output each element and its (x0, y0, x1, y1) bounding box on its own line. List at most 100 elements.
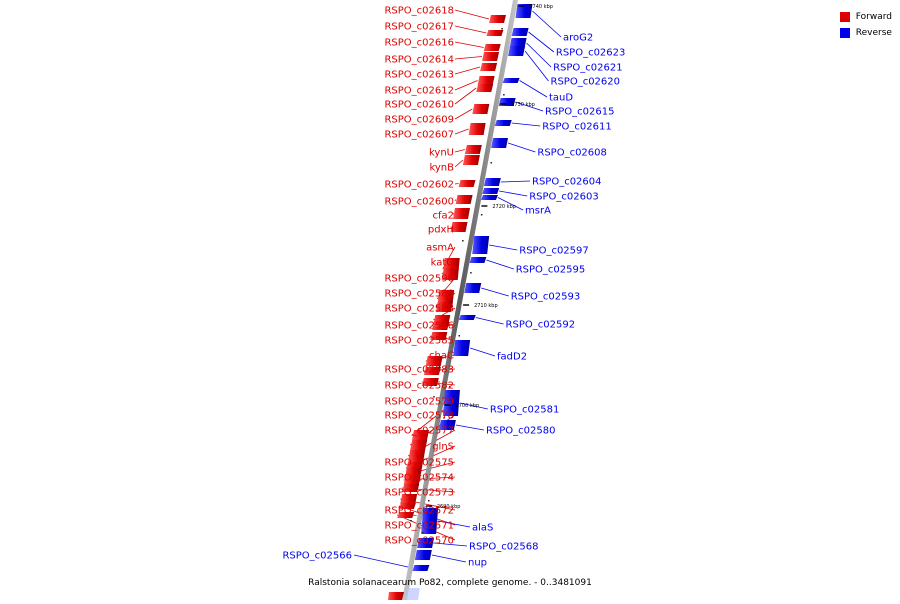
forward-gene-block-RSPO_c02571[interactable] (398, 503, 416, 509)
reverse-gene-label-RSPO_c02581[interactable]: RSPO_c02581 (490, 405, 560, 416)
forward-gene-block-RSPO_c02612[interactable] (477, 76, 495, 85)
forward-gene-label-RSPO_c02607[interactable]: RSPO_c02607 (384, 130, 454, 141)
reverse-gene-label-tauD[interactable]: tauD (549, 93, 573, 104)
reverse-gene-block-RSPO_c02593[interactable] (464, 283, 482, 293)
forward-gene-block-RSPO_c02600[interactable] (455, 195, 473, 204)
forward-gene-label-RSPO_c02590[interactable]: RSPO_c02590 (384, 274, 454, 285)
forward-gene-label-RSPO_c02613[interactable]: RSPO_c02613 (384, 70, 454, 81)
forward-gene-label-RSPO_c02578[interactable]: RSPO_c02578 (384, 411, 454, 422)
forward-gene-label-RSPO_c02570[interactable]: RSPO_c02570 (384, 536, 454, 547)
forward-gene-label-RSPO_c02575[interactable]: RSPO_c02575 (384, 458, 454, 469)
forward-gene-block-RSPO_c02610[interactable] (476, 84, 494, 92)
forward-gene-block-chaC[interactable] (425, 356, 443, 366)
forward-gene-block-RSPO_c02574[interactable] (403, 475, 421, 485)
reverse-gene-block-RSPO_c02604[interactable] (483, 178, 501, 186)
reverse-gene-label-RSPO_c02623[interactable]: RSPO_c02623 (556, 48, 626, 59)
forward-gene-block-RSPO_c02582[interactable] (421, 378, 439, 386)
forward-gene-block-RSPO_c02616[interactable] (483, 44, 501, 51)
reverse-gene-block-tauD[interactable] (502, 78, 520, 83)
forward-gene-label-RSPO_c02572[interactable]: RSPO_c02572 (384, 506, 454, 517)
reverse-gene-block-RSPO_c02611[interactable] (494, 120, 512, 126)
reverse-gene-label-RSPO_c02566[interactable]: RSPO_c02566 (282, 551, 352, 562)
forward-gene-label-RSPO_c02614[interactable]: RSPO_c02614 (384, 55, 454, 66)
forward-gene-label-RSPO_c02586[interactable]: RSPO_c02586 (384, 321, 454, 332)
forward-gene-block-kynB[interactable] (462, 155, 480, 165)
reverse-gene-label-msrA[interactable]: msrA (525, 206, 551, 217)
reverse-gene-label-RSPO_c02580[interactable]: RSPO_c02580 (486, 426, 556, 437)
reverse-gene-block-alaS[interactable] (421, 508, 439, 534)
forward-gene-label-RSPO_c02616[interactable]: RSPO_c02616 (384, 38, 454, 49)
forward-gene-block-RSPO_c02585[interactable] (430, 332, 448, 340)
forward-gene-label-RSPO_c02588[interactable]: RSPO_c02588 (384, 304, 454, 315)
forward-gene-block-cfa2[interactable] (453, 208, 471, 219)
reverse-gene-label-RSPO_c02604[interactable]: RSPO_c02604 (532, 177, 602, 188)
reverse-gene-label-RSPO_c02621[interactable]: RSPO_c02621 (553, 63, 623, 74)
forward-gene-block-RSPO_c02613[interactable] (480, 63, 498, 71)
reverse-gene-block-RSPO_c02595[interactable] (469, 257, 487, 263)
reverse-gene-block-msrA[interactable] (480, 195, 498, 200)
forward-gene-label-glnS[interactable]: glnS (432, 442, 454, 453)
forward-gene-label-kynB[interactable]: kynB (429, 163, 454, 174)
forward-gene-label-kynU[interactable]: kynU (429, 148, 454, 159)
forward-gene-label-RSPO_c02610[interactable]: RSPO_c02610 (384, 100, 454, 111)
forward-gene-label-chaC[interactable]: chaC (429, 351, 454, 362)
reverse-gene-label-alaS[interactable]: alaS (472, 523, 493, 534)
forward-gene-block-RSPO_c02609[interactable] (472, 104, 490, 114)
forward-gene-label-RSPO_c02617[interactable]: RSPO_c02617 (384, 22, 454, 33)
reverse-gene-label-fadD2[interactable]: fadD2 (497, 352, 527, 363)
reverse-gene-block-RSPO_c02581[interactable] (442, 390, 460, 416)
forward-gene-label-RSPO_c02579[interactable]: RSPO_c02579 (384, 397, 454, 408)
forward-gene-block-RSPO_c02589[interactable] (435, 302, 453, 312)
reverse-gene-block-RSPO_c02592[interactable] (458, 315, 476, 320)
reverse-gene-block-fadD2[interactable] (453, 340, 471, 356)
forward-gene-block-RSPO_c02579[interactable] (412, 430, 430, 440)
forward-gene-label-RSPO_c02609[interactable]: RSPO_c02609 (384, 115, 454, 126)
forward-gene-label-RSPO_c02612[interactable]: RSPO_c02612 (384, 86, 454, 97)
forward-gene-block-RSPO_c02573[interactable] (402, 484, 420, 492)
reverse-gene-label-RSPO_c02611[interactable]: RSPO_c02611 (542, 122, 612, 133)
forward-gene-block-kynU[interactable] (464, 145, 482, 154)
reverse-gene-label-RSPO_c02608[interactable]: RSPO_c02608 (537, 148, 607, 159)
reverse-gene-block-RSPO_c02568[interactable] (417, 538, 435, 548)
forward-gene-block-pdxH[interactable] (450, 222, 468, 232)
forward-gene-block-katG[interactable] (441, 268, 459, 280)
forward-gene-block-RSPO_c02578[interactable] (410, 440, 428, 450)
forward-gene-label-RSPO_c02571[interactable]: RSPO_c02571 (384, 521, 454, 532)
reverse-gene-label-RSPO_c02620[interactable]: RSPO_c02620 (551, 77, 621, 88)
reverse-gene-block-RSPO_c02566[interactable] (412, 565, 430, 571)
forward-gene-block-RSPO_c02586[interactable] (432, 322, 450, 330)
forward-gene-block-RSPO_c02570[interactable] (397, 512, 415, 518)
reverse-gene-block-RSPO_c02597[interactable] (472, 236, 490, 254)
reverse-gene-label-RSPO_c02568[interactable]: RSPO_c02568 (469, 542, 539, 553)
forward-gene-block-RSPO_c02617[interactable] (486, 30, 504, 36)
forward-gene-label-RSPO_c02583[interactable]: RSPO_c02583 (384, 365, 454, 376)
forward-gene-label-RSPO_c02573[interactable]: RSPO_c02573 (384, 488, 454, 499)
reverse-gene-block-RSPO_c02580[interactable] (438, 420, 456, 430)
forward-gene-label-cfa2[interactable]: cfa2 (432, 211, 454, 222)
reverse-gene-label-RSPO_c02592[interactable]: RSPO_c02592 (506, 320, 576, 331)
forward-gene-block-RSPO_c02618[interactable] (488, 15, 506, 23)
forward-gene-label-asmA[interactable]: asmA (426, 243, 454, 254)
forward-gene-block-RSPO_c02572[interactable] (400, 494, 418, 504)
forward-gene-label-RSPO_c02600[interactable]: RSPO_c02600 (384, 197, 454, 208)
reverse-gene-block-RSPO_c02620[interactable] (508, 46, 526, 56)
reverse-gene-block-aroG2[interactable] (515, 4, 533, 18)
reverse-gene-block-RSPO_c02621[interactable] (509, 38, 527, 48)
reverse-gene-label-RSPO_c02597[interactable]: RSPO_c02597 (519, 246, 589, 257)
reverse-gene-block-RSPO_c02603[interactable] (482, 188, 500, 194)
reverse-gene-label-RSPO_c02595[interactable]: RSPO_c02595 (516, 265, 586, 276)
reverse-gene-label-RSPO_c02615[interactable]: RSPO_c02615 (545, 107, 615, 118)
reverse-gene-label-RSPO_c02593[interactable]: RSPO_c02593 (511, 292, 581, 303)
forward-gene-block-RSPO_c02602[interactable] (458, 180, 476, 187)
forward-gene-label-RSPO_c02585[interactable]: RSPO_c02585 (384, 336, 454, 347)
forward-gene-block-RSPO_c02607[interactable] (468, 123, 486, 135)
forward-gene-block-RSPO_c02583[interactable] (423, 367, 441, 375)
forward-gene-label-RSPO_c02574[interactable]: RSPO_c02574 (384, 473, 454, 484)
forward-gene-label-RSPO_c02582[interactable]: RSPO_c02582 (384, 381, 454, 392)
reverse-gene-label-RSPO_c02603[interactable]: RSPO_c02603 (529, 192, 599, 203)
forward-gene-label-pdxH[interactable]: pdxH (428, 225, 454, 236)
reverse-gene-label-nup[interactable]: nup (468, 558, 487, 569)
reverse-gene-block-RSPO_c02623[interactable] (511, 28, 529, 36)
reverse-gene-label-aroG2[interactable]: aroG2 (563, 33, 593, 44)
forward-gene-label-katG[interactable]: katG (431, 258, 454, 269)
